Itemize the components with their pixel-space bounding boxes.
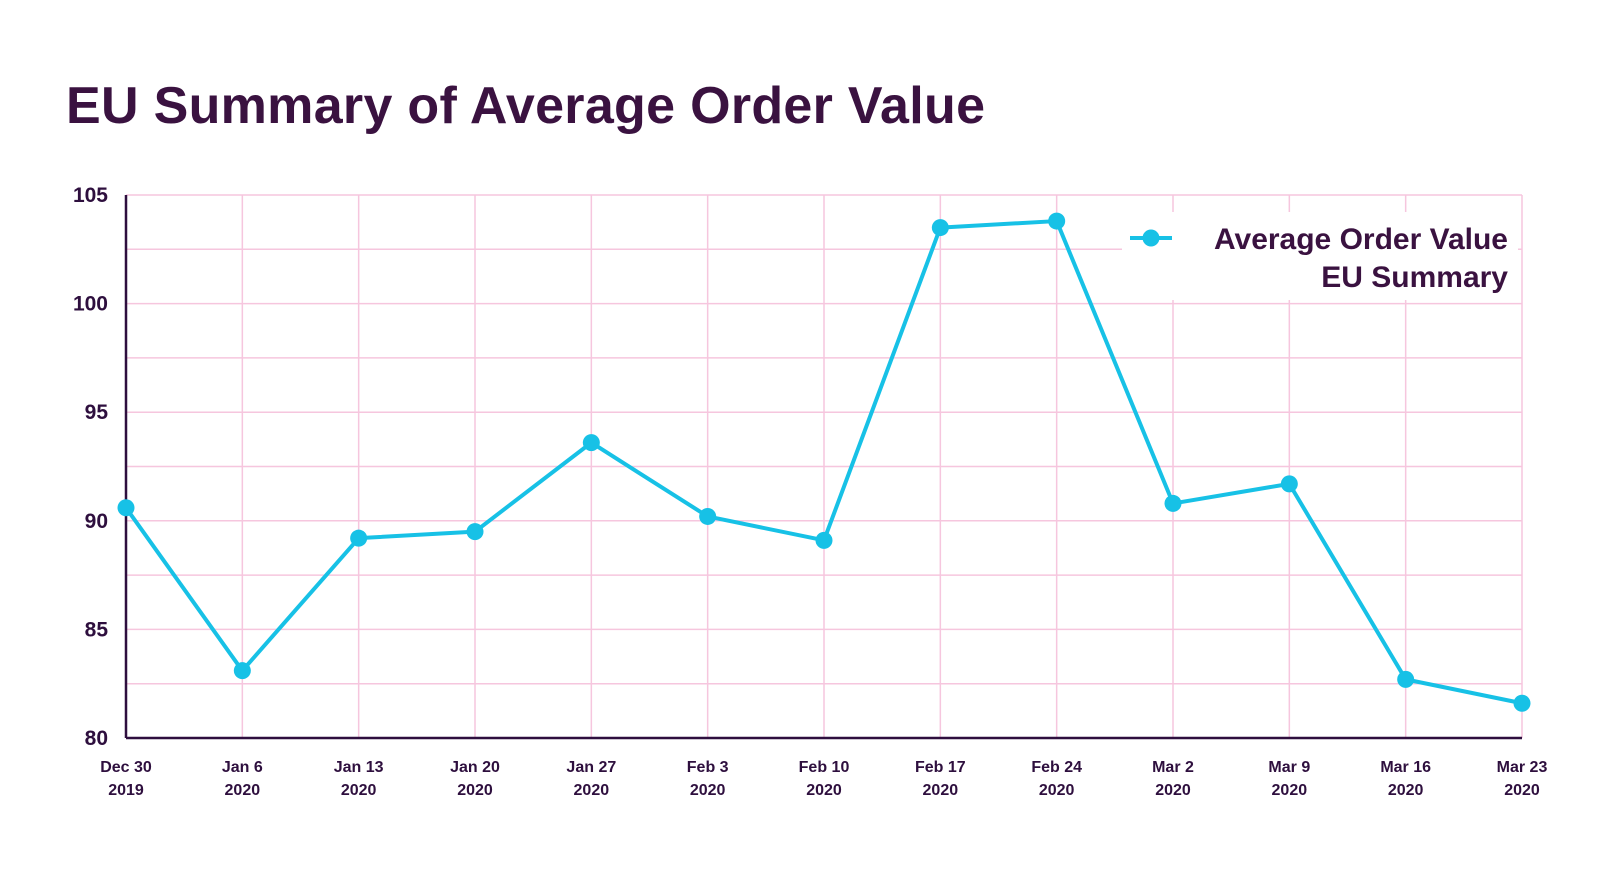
- legend-label-line: Average Order Value: [1214, 223, 1508, 256]
- y-tick-label: 100: [73, 293, 108, 316]
- data-point: [582, 434, 600, 452]
- x-tick-label-line: Feb 17: [915, 759, 966, 776]
- axes: [124, 195, 1522, 740]
- data-point: [466, 523, 484, 541]
- x-tick-label: Feb 3 2020: [687, 759, 729, 799]
- data-point: [117, 499, 135, 517]
- x-tick-label: Mar 23 2020: [1497, 759, 1548, 799]
- x-tick-label-line: 2020: [1039, 782, 1075, 799]
- data-point: [931, 219, 949, 237]
- data-point: [350, 529, 368, 547]
- page-title: EU Summary of Average Order Value: [66, 77, 986, 135]
- x-tick-label-line: 2020: [690, 782, 726, 799]
- x-tick-label-line: 2020: [1504, 782, 1540, 799]
- data-point: [1513, 694, 1531, 712]
- x-tick-label: Jan 20 2020: [450, 759, 500, 799]
- x-tick-label-line: Feb 24: [1031, 759, 1082, 776]
- legend-label-line: EU Summary: [1321, 261, 1508, 294]
- x-tick-label: Feb 24 2020: [1031, 759, 1082, 799]
- legend: Average Order Value EU Summary: [1122, 212, 1518, 300]
- x-tick-label-line: Dec 30: [100, 759, 152, 776]
- x-tick-label-line: 2019: [108, 782, 144, 799]
- x-tick-label: Mar 16 2020: [1380, 759, 1431, 799]
- x-tick-label-line: 2020: [1155, 782, 1191, 799]
- y-tick-label: 80: [85, 727, 108, 750]
- x-tick-label-line: 2020: [806, 782, 842, 799]
- x-tick-label: Mar 2 2020: [1152, 759, 1194, 799]
- x-tick-label-line: Jan 27: [566, 759, 616, 776]
- y-tick-label: 90: [85, 510, 108, 533]
- x-tick-label-line: Mar 23: [1497, 759, 1548, 776]
- x-tick-label: Jan 13 2020: [334, 759, 384, 799]
- x-tick-label-line: Jan 13: [334, 759, 384, 776]
- x-tick-label-line: 2020: [574, 782, 610, 799]
- y-tick-label: 85: [85, 618, 109, 641]
- x-tick-label-line: 2020: [457, 782, 493, 799]
- data-point: [1048, 212, 1066, 230]
- series-group: [117, 212, 1531, 712]
- x-tick-label-line: Mar 16: [1380, 759, 1431, 776]
- x-tick-label-line: 2020: [1388, 782, 1424, 799]
- x-tick-label-line: Mar 9: [1268, 759, 1310, 776]
- data-point: [1164, 494, 1182, 512]
- grid-lines: [125, 194, 1523, 739]
- x-tick-label: Jan 6 2020: [222, 759, 263, 799]
- x-tick-label: Jan 27 2020: [566, 759, 616, 799]
- x-tick-label-line: Jan 20: [450, 759, 500, 776]
- legend-label: Average Order Value EU Summary: [1214, 223, 1508, 294]
- data-point: [1397, 670, 1415, 688]
- x-tick-label: Mar 9 2020: [1268, 759, 1310, 799]
- x-tick-label-line: Feb 3: [687, 759, 729, 776]
- x-tick-label: Feb 17 2020: [915, 759, 966, 799]
- x-tick-label-line: Jan 6: [222, 759, 263, 776]
- x-tick-label: Dec 30 2019: [100, 759, 152, 799]
- x-tick-label-line: 2020: [1272, 782, 1308, 799]
- x-tick-label-line: 2020: [225, 782, 261, 799]
- y-tick-label: 95: [85, 401, 109, 424]
- data-point: [1280, 475, 1298, 493]
- x-tick-label-line: Mar 2: [1152, 759, 1194, 776]
- data-point: [233, 662, 251, 680]
- legend-marker: [1142, 229, 1160, 247]
- x-tick-label-line: 2020: [341, 782, 377, 799]
- x-tick-label-line: 2020: [923, 782, 959, 799]
- data-point: [815, 531, 833, 549]
- data-point: [699, 507, 717, 525]
- y-tick-label: 105: [73, 184, 108, 207]
- y-axis-ticks: 80 85 90 95 100 105: [73, 184, 108, 750]
- legend-background: [1122, 212, 1518, 300]
- x-tick-label: Feb 10 2020: [799, 759, 850, 799]
- x-tick-label-line: Feb 10: [799, 759, 850, 776]
